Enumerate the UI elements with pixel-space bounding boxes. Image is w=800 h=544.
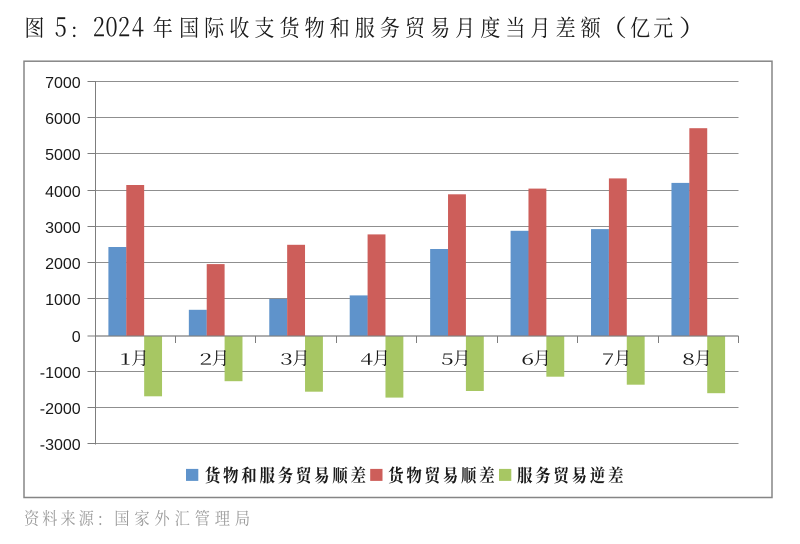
svg-text:0: 0 [72,329,81,346]
svg-text:3000: 3000 [45,220,81,237]
svg-text:-1000: -1000 [40,365,81,382]
svg-text:4000: 4000 [45,184,81,201]
svg-text:6000: 6000 [45,111,81,128]
svg-text:2000: 2000 [45,256,81,273]
svg-text:-3000: -3000 [40,437,81,454]
svg-text:1000: 1000 [45,292,81,309]
svg-text:-2000: -2000 [40,401,81,418]
svg-text:7000: 7000 [45,75,81,92]
svg-text:5000: 5000 [45,147,81,164]
